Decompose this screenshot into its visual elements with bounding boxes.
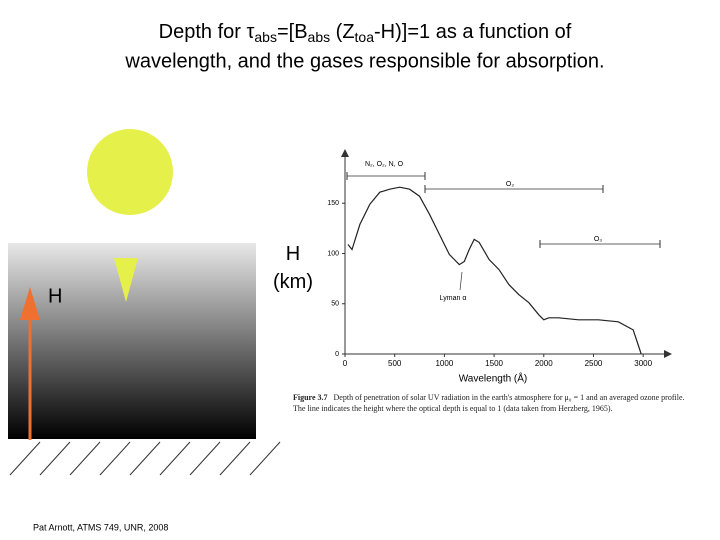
x-axis-label: Wavelength (Å): [459, 372, 528, 385]
title-segment: (Z: [330, 21, 354, 43]
annotation: O₃: [594, 236, 602, 243]
hatch-line: [249, 441, 281, 476]
hatch-line: [159, 441, 191, 476]
caption-text: Depth of penetration of solar UV radiati…: [293, 393, 685, 413]
x-tick-label: 3000: [634, 359, 652, 368]
height-arrow-head: [20, 287, 40, 320]
annotation: N₂, O₂, N, O: [365, 161, 404, 168]
annotation: O₂: [506, 181, 514, 188]
footer: Pat Arnott, ATMS 749, UNR, 2008: [33, 522, 168, 532]
height-label: H: [48, 285, 62, 307]
title-line: Depth for τabs=[Babs (Ztoa-H)]=1 as a fu…: [159, 21, 572, 44]
sun: [87, 129, 173, 215]
hatch-line: [39, 441, 71, 476]
hatch-line: [99, 441, 131, 476]
y-tick-label: 150: [327, 200, 339, 207]
hatch-line: [129, 441, 161, 476]
title-subscript: toa: [355, 29, 375, 45]
hatch-line: [9, 441, 41, 476]
y-tick-label: 0: [335, 351, 339, 358]
hatch-line: [219, 441, 251, 476]
y-tick-label: 100: [327, 250, 339, 257]
depth-curve: [347, 186, 642, 355]
y-axis-label: H (km): [273, 243, 313, 293]
title-segment: τ: [246, 21, 254, 43]
title-segment: Depth for: [159, 21, 247, 43]
title-subscript: abs: [308, 29, 331, 45]
title-segment: =[B: [277, 21, 308, 43]
title-line: wavelength, and the gases responsible fo…: [124, 50, 604, 72]
hatch-line: [69, 441, 101, 476]
x-tick-label: 0: [343, 359, 348, 368]
hatch-line: [189, 441, 221, 476]
title-segment: -H)]=1 as a function of: [374, 21, 572, 43]
caption-label: Figure 3.7: [293, 393, 328, 402]
annotation: Lyman α: [440, 295, 467, 302]
x-tick-label: 2000: [535, 359, 553, 368]
caption: Figure 3.7 Depth of penetration of solar …: [293, 392, 688, 414]
annotation-pointer: [459, 271, 463, 291]
y-tick-label: 50: [331, 301, 339, 308]
sunlight-arrow: [114, 258, 138, 302]
x-tick-label: 1500: [485, 359, 503, 368]
x-tick-label: 1000: [435, 359, 453, 368]
title-subscript: abs: [254, 29, 277, 45]
x-tick-label: 2500: [585, 359, 603, 368]
ground: [9, 441, 281, 476]
x-tick-label: 500: [388, 359, 402, 368]
